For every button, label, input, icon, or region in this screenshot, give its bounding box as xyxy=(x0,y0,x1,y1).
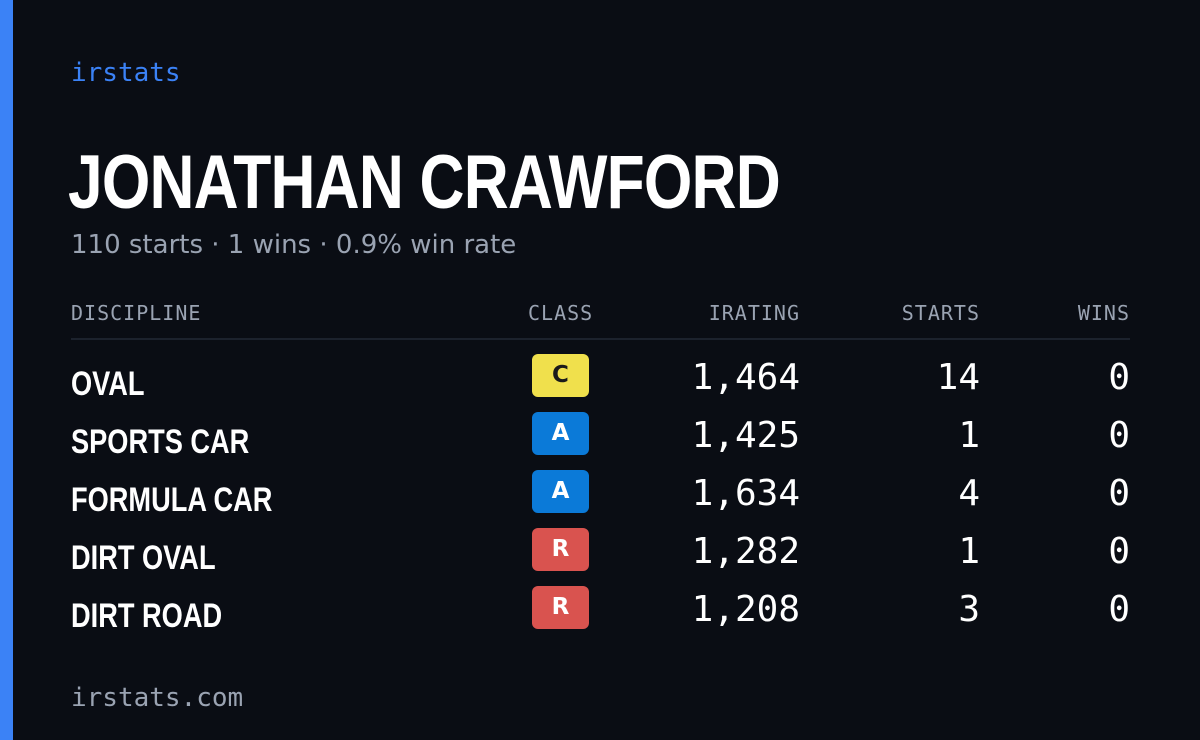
row-wins: 0 xyxy=(1108,531,1130,572)
driver-summary: 110 starts · 1 wins · 0.9% win rate xyxy=(71,230,517,260)
table-row: OVAL C 1,464 14 0 xyxy=(71,354,1130,412)
row-starts: 1 xyxy=(958,531,980,572)
class-badge: R xyxy=(532,528,589,571)
table-row: DIRT OVAL R 1,282 1 0 xyxy=(71,528,1130,586)
table-row: DIRT ROAD R 1,208 3 0 xyxy=(71,586,1130,644)
class-badge: R xyxy=(532,586,589,629)
brand-logo-text: irstats xyxy=(71,58,181,88)
table-row: SPORTS CAR A 1,425 1 0 xyxy=(71,412,1130,470)
row-starts: 4 xyxy=(958,473,980,514)
table-header: DISCIPLINE CLASS IRATING STARTS WINS xyxy=(71,298,1130,340)
driver-name: JONATHAN CRAWFORD xyxy=(68,140,781,225)
row-discipline: FORMULA CAR xyxy=(71,481,273,519)
table-row: FORMULA CAR A 1,634 4 0 xyxy=(71,470,1130,528)
class-badge: A xyxy=(532,412,589,455)
row-discipline: DIRT OVAL xyxy=(71,539,216,577)
row-irating: 1,425 xyxy=(691,415,800,456)
class-badge: A xyxy=(532,470,589,513)
accent-bar xyxy=(0,0,13,740)
row-wins: 0 xyxy=(1108,473,1130,514)
row-irating: 1,282 xyxy=(691,531,800,572)
row-wins: 0 xyxy=(1108,357,1130,398)
header-wins: WINS xyxy=(1077,301,1130,325)
row-discipline: SPORTS CAR xyxy=(71,423,250,461)
row-starts: 1 xyxy=(958,415,980,456)
row-wins: 0 xyxy=(1108,415,1130,456)
class-badge: C xyxy=(532,354,589,397)
header-irating: IRATING xyxy=(708,301,800,325)
row-starts: 14 xyxy=(936,357,980,398)
row-discipline: DIRT ROAD xyxy=(71,597,223,635)
row-wins: 0 xyxy=(1108,589,1130,630)
row-irating: 1,208 xyxy=(691,589,800,630)
header-starts: STARTS xyxy=(901,301,980,325)
row-discipline: OVAL xyxy=(71,365,145,403)
header-discipline: DISCIPLINE xyxy=(71,301,202,325)
row-irating: 1,464 xyxy=(691,357,800,398)
row-starts: 3 xyxy=(958,589,980,630)
header-class: CLASS xyxy=(528,301,594,325)
row-irating: 1,634 xyxy=(691,473,800,514)
footer-site-link[interactable]: irstats.com xyxy=(71,683,244,713)
